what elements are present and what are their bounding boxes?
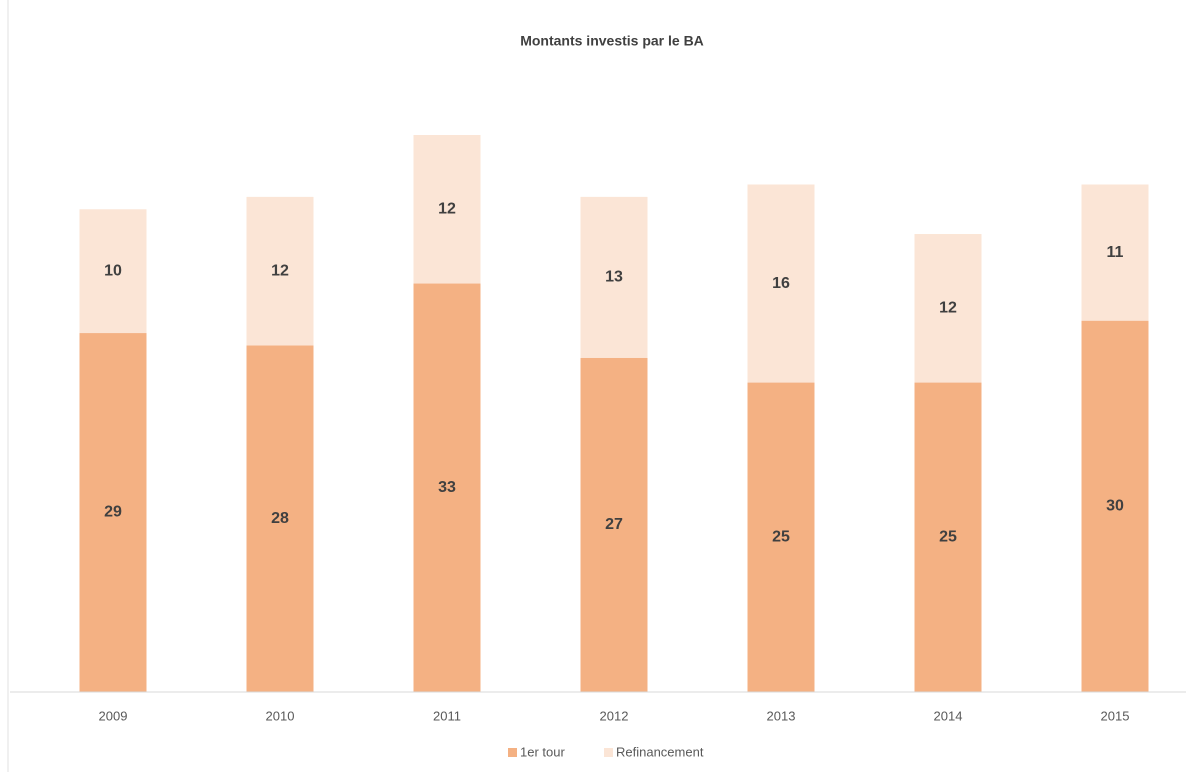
data-label: 30: [1106, 498, 1124, 515]
data-label: 10: [104, 262, 122, 279]
bar-segment: [914, 382, 982, 692]
bar-segment: [413, 135, 481, 284]
data-label: 27: [605, 516, 623, 533]
bar-segment: [580, 196, 648, 358]
bar-segment: [246, 196, 314, 346]
bar-segment: [1081, 320, 1149, 692]
legend-label: 1er tour: [520, 744, 565, 759]
x-tick-label: 2009: [99, 708, 128, 723]
bar-segment: [413, 283, 481, 692]
data-label: 16: [772, 275, 790, 292]
x-tick-label: 2010: [266, 708, 295, 723]
data-label: 12: [438, 200, 456, 217]
bar-segment: [747, 382, 815, 692]
x-tick-label: 2015: [1101, 708, 1130, 723]
x-tick-label: 2013: [767, 708, 796, 723]
data-label: 29: [104, 504, 122, 521]
x-tick-label: 2014: [934, 708, 963, 723]
x-tick-label: 2011: [433, 708, 461, 723]
bar-segment: [79, 209, 147, 334]
legend-label: Refinancement: [616, 744, 704, 759]
bar-segment: [79, 333, 147, 692]
data-label: 12: [939, 300, 957, 317]
data-label: 12: [271, 262, 289, 279]
bar-segment: [580, 357, 648, 692]
bar-segment: [1081, 184, 1149, 321]
legend-swatch: [604, 748, 613, 757]
bar-segment: [914, 234, 982, 383]
data-label: 13: [605, 269, 623, 286]
data-label: 11: [1107, 244, 1124, 261]
bar-segment: [246, 345, 314, 692]
data-label: 25: [939, 528, 957, 545]
data-label: 25: [772, 528, 790, 545]
bar-segment: [747, 184, 815, 383]
data-label: 28: [271, 510, 289, 527]
x-tick-label: 2012: [600, 708, 629, 723]
legend-swatch: [508, 748, 517, 757]
chart-title: Montants investis par le BA: [520, 33, 704, 49]
data-label: 33: [438, 479, 456, 496]
